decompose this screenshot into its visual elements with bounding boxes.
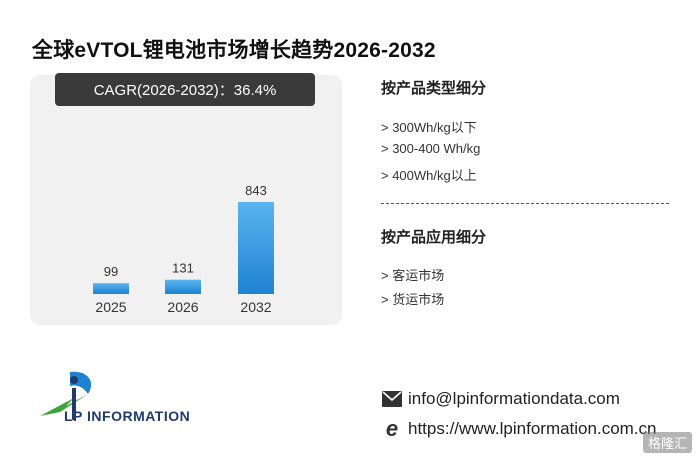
x-tick-label: 2025 xyxy=(95,299,126,315)
bar-chart: 99 2025 131 2026 843 2032 xyxy=(93,183,274,315)
envelope-icon xyxy=(382,389,402,409)
application-segment-heading: 按产品应用细分 xyxy=(381,229,487,246)
bar-value-label: 843 xyxy=(245,183,267,198)
bar-2032 xyxy=(238,202,274,294)
email-text[interactable]: info@lpinformationdata.com xyxy=(408,389,620,408)
x-tick-label: 2026 xyxy=(167,299,198,315)
type-segment-heading: 按产品类型细分 xyxy=(381,80,487,97)
browser-e-icon: e xyxy=(385,416,399,441)
website-text[interactable]: https://www.lpinformation.com.cn xyxy=(408,419,657,438)
bar-2026 xyxy=(165,279,201,294)
bar-2025 xyxy=(93,283,129,294)
type-item-1: > 300Wh/kg以下 xyxy=(381,120,477,135)
section-divider xyxy=(381,203,669,204)
contact-email[interactable]: info@lpinformationdata.com xyxy=(382,389,620,409)
x-tick-label: 2032 xyxy=(240,299,271,315)
application-item-2: > 货运市场 xyxy=(381,292,445,307)
type-item-3: > 400Wh/kg以上 xyxy=(381,168,477,183)
lp-logo-icon xyxy=(40,371,92,420)
chart-title: 全球eVTOL锂电池市场增长趋势2026-2032 xyxy=(32,39,436,62)
bar-value-label: 99 xyxy=(104,264,118,279)
contact-website[interactable]: e https://www.lpinformation.com.cn xyxy=(382,416,657,441)
type-item-2: > 300-400 Wh/kg xyxy=(381,141,481,156)
brand-name: LP INFORMATION xyxy=(64,408,191,424)
bar-value-label: 131 xyxy=(172,261,194,276)
watermark-badge: 格隆汇 xyxy=(642,432,692,453)
application-item-1: > 客运市场 xyxy=(381,268,445,283)
cagr-badge: CAGR(2026-2032)：36.4% xyxy=(55,73,315,106)
